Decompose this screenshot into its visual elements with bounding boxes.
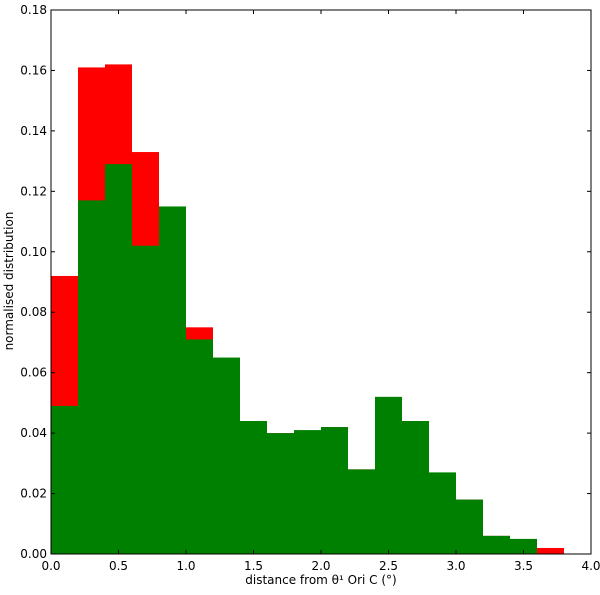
y-tick-label: 0.14 [20, 124, 47, 138]
bars-layer [51, 64, 564, 555]
bar-series2-bin-4 [159, 206, 186, 554]
bar-series2-bin-11 [348, 469, 375, 554]
bar-series2-bin-0 [51, 405, 78, 554]
y-tick-label: 0.16 [20, 63, 47, 77]
x-tick-label: 0.0 [41, 559, 60, 573]
x-tick-label: 1.5 [244, 559, 263, 573]
bar-series2-bin-14 [429, 472, 456, 554]
y-tick-label: 0.04 [20, 426, 47, 440]
bar-series2-bin-9 [294, 430, 321, 554]
y-tick-label: 0.18 [20, 3, 47, 17]
bar-series2-bin-15 [456, 499, 483, 554]
x-axis-label: distance from θ¹ Ori C (°) [245, 573, 396, 587]
x-tick-label: 4.0 [581, 559, 600, 573]
bar-series1-bin-18 [537, 547, 564, 554]
y-tick-label: 0.06 [20, 366, 47, 380]
bar-series2-bin-16 [483, 535, 510, 554]
bar-series2-bin-3 [132, 245, 159, 555]
y-axis-label: normalised distribution [2, 212, 16, 351]
bar-series2-bin-7 [240, 421, 267, 554]
y-tick-label: 0.10 [20, 245, 47, 259]
y-tick-label: 0.08 [20, 305, 47, 319]
y-tick-label: 0.00 [20, 547, 47, 561]
y-tick-label: 0.12 [20, 184, 47, 198]
bar-series2-bin-17 [510, 538, 537, 554]
bar-series2-bin-5 [186, 339, 213, 554]
x-tick-label: 2.0 [311, 559, 330, 573]
bar-series2-bin-8 [267, 433, 294, 554]
y-tick-label: 0.02 [20, 487, 47, 501]
bar-series2-bin-13 [402, 421, 429, 554]
bar-series2-bin-2 [105, 164, 132, 554]
bar-series2-bin-1 [78, 200, 105, 554]
bar-series2-bin-10 [321, 427, 348, 554]
bar-series2-bin-12 [375, 396, 402, 554]
x-tick-label: 2.5 [379, 559, 398, 573]
bar-series2-bin-6 [213, 357, 240, 554]
x-tick-label: 1.0 [176, 559, 195, 573]
x-tick-label: 3.5 [514, 559, 533, 573]
ticks-layer: 0.0 0.5 1.0 1.5 2.0 2.5 3.0 3.5 4.0 0.00 0.02 0.04 0… [20, 3, 600, 573]
x-tick-label: 0.5 [109, 559, 128, 573]
x-tick-label: 3.0 [446, 559, 465, 573]
